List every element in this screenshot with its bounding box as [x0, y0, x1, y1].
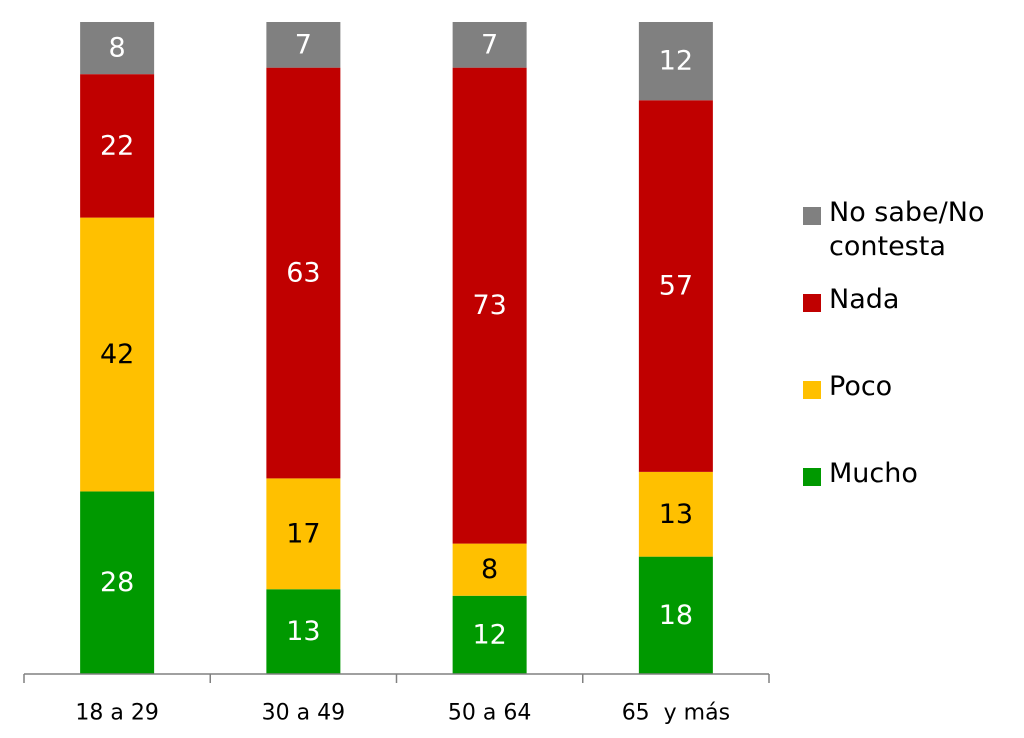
- x-tick-label-50-a-64: 50 a 64: [448, 701, 531, 726]
- bar-mucho-30-a-49: [266, 589, 341, 674]
- legend-item-mucho: Mucho: [803, 457, 1018, 491]
- data-label-nada-30-a-49: 63: [286, 258, 320, 289]
- data-label-nada-65-y-mas: 57: [659, 271, 693, 302]
- bar-mucho-65-y-mas: [638, 556, 713, 674]
- data-label-poco-65-y-mas: 13: [659, 499, 693, 530]
- bar-poco-30-a-49: [266, 478, 341, 590]
- bar-nada-18-a-29: [80, 74, 155, 218]
- data-label-no-sabe-no-contesta-65-y-mas: 12: [659, 46, 693, 77]
- data-label-nada-18-a-29: 22: [100, 130, 134, 161]
- bar-no-sabe-no-contesta-30-a-49: [266, 22, 341, 68]
- bar-mucho-18-a-29: [80, 491, 155, 674]
- legend-label-poco: Poco: [829, 371, 893, 402]
- legend-item-no-sabe: No sabe/No contesta: [803, 196, 1018, 264]
- data-label-mucho-50-a-64: 12: [472, 619, 506, 650]
- bar-no-sabe-no-contesta-65-y-mas: [638, 22, 713, 101]
- legend-swatch-poco: [803, 381, 821, 399]
- bar-mucho-50-a-64: [452, 595, 527, 674]
- data-label-nada-50-a-64: 73: [472, 290, 506, 321]
- legend-item-poco: Poco: [803, 370, 1018, 404]
- data-label-mucho-65-y-mas: 18: [659, 600, 693, 631]
- x-tick-label-18-a-29: 18 a 29: [75, 701, 158, 726]
- legend: No sabe/No contesta Nada Poco Mucho: [803, 196, 1018, 491]
- data-label-mucho-18-a-29: 28: [100, 567, 134, 598]
- bar-poco-18-a-29: [80, 217, 155, 492]
- legend-swatch-mucho: [803, 468, 821, 486]
- data-label-mucho-30-a-49: 13: [286, 616, 320, 647]
- data-label-poco-50-a-64: 8: [481, 554, 498, 585]
- bar-no-sabe-no-contesta-50-a-64: [452, 22, 527, 68]
- bar-no-sabe-no-contesta-18-a-29: [80, 22, 155, 75]
- bar-nada-50-a-64: [452, 67, 527, 544]
- bar-nada-65-y-mas: [638, 100, 713, 472]
- x-tick-label-65-y-mas: 65 y más: [622, 701, 730, 726]
- bar-nada-30-a-49: [266, 67, 341, 479]
- data-label-no-sabe-no-contesta-30-a-49: 7: [295, 29, 312, 60]
- legend-label-no-sabe: No sabe/No contesta: [829, 197, 985, 262]
- data-label-no-sabe-no-contesta-50-a-64: 7: [481, 29, 498, 60]
- data-label-no-sabe-no-contesta-18-a-29: 8: [109, 33, 126, 64]
- data-label-poco-30-a-49: 17: [286, 518, 320, 549]
- legend-swatch-no-sabe: [803, 207, 821, 225]
- x-tick-label-30-a-49: 30 a 49: [262, 701, 345, 726]
- legend-label-mucho: Mucho: [829, 458, 918, 489]
- data-label-poco-18-a-29: 42: [100, 339, 134, 370]
- bar-poco-65-y-mas: [638, 471, 713, 557]
- bar-poco-50-a-64: [452, 543, 527, 596]
- legend-item-nada: Nada: [803, 283, 1018, 317]
- legend-label-nada: Nada: [829, 284, 900, 315]
- legend-swatch-nada: [803, 294, 821, 312]
